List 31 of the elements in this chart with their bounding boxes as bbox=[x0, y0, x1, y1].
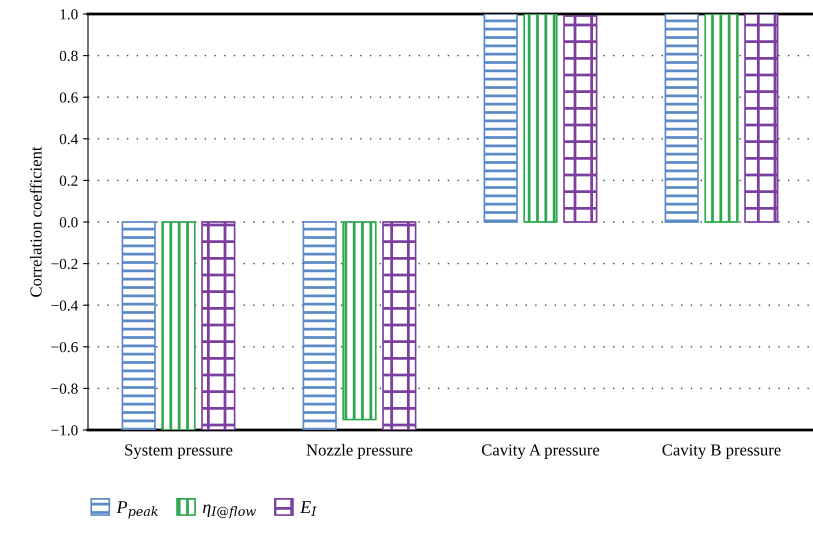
bar bbox=[563, 15, 598, 223]
y-tick-label: −0.8 bbox=[51, 384, 78, 394]
legend-label: P$_{peak}$ bbox=[116, 501, 158, 518]
y-tick-label: −1.0 bbox=[51, 425, 78, 436]
bar bbox=[122, 221, 156, 430]
y-tick-label: −0.2 bbox=[51, 258, 78, 270]
bar bbox=[523, 14, 558, 223]
y-tick-label: 1.0 bbox=[60, 9, 78, 20]
y-tick-label: 0.6 bbox=[60, 92, 78, 103]
bar bbox=[704, 14, 739, 223]
y-axis-title: Correlation coefficient bbox=[30, 146, 42, 297]
x-tick-label: Cavity A pressure bbox=[482, 444, 600, 460]
y-tick-label: 0.2 bbox=[60, 176, 78, 186]
bar bbox=[484, 14, 518, 223]
bar bbox=[342, 221, 377, 420]
y-tick-label: 0.4 bbox=[60, 134, 78, 144]
y-tick-label: −0.6 bbox=[51, 342, 78, 352]
y-tick-label: 0.0 bbox=[60, 217, 78, 228]
bar bbox=[664, 14, 699, 223]
y-tick-label: −0.4 bbox=[51, 300, 78, 311]
x-tick-label: Nozzle pressure bbox=[306, 444, 412, 460]
x-tick-label: Cavity B pressure bbox=[662, 444, 781, 460]
bar bbox=[382, 221, 416, 430]
y-tick-label: 0.8 bbox=[60, 50, 78, 62]
x-tick-label: System pressure bbox=[125, 444, 232, 460]
bar bbox=[201, 221, 236, 430]
bar bbox=[744, 14, 778, 223]
legend-label: E$_{I}$ bbox=[300, 501, 317, 516]
bar bbox=[302, 221, 337, 430]
bar bbox=[161, 221, 196, 430]
legend-label: η$_{I@flow}$ bbox=[202, 504, 256, 518]
